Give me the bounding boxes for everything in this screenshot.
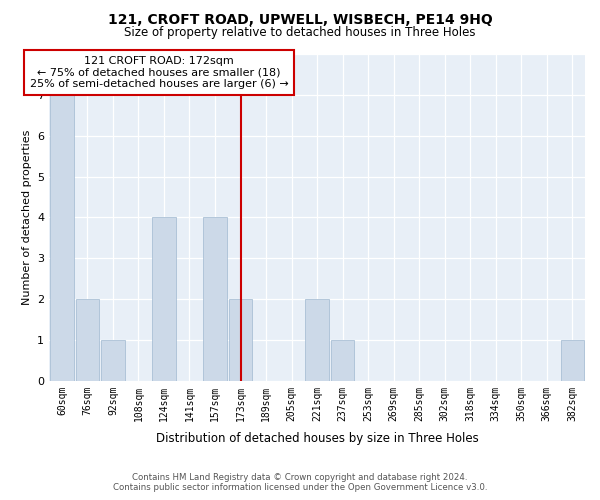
Y-axis label: Number of detached properties: Number of detached properties [22, 130, 32, 305]
Text: Size of property relative to detached houses in Three Holes: Size of property relative to detached ho… [124, 26, 476, 39]
Text: Contains HM Land Registry data © Crown copyright and database right 2024.
Contai: Contains HM Land Registry data © Crown c… [113, 473, 487, 492]
Bar [76, 299, 99, 381]
X-axis label: Distribution of detached houses by size in Three Holes: Distribution of detached houses by size … [156, 432, 478, 445]
Bar [50, 95, 74, 381]
Bar [305, 299, 329, 381]
Bar [101, 340, 125, 381]
Text: 121 CROFT ROAD: 172sqm
← 75% of detached houses are smaller (18)
25% of semi-det: 121 CROFT ROAD: 172sqm ← 75% of detached… [29, 56, 288, 89]
Bar [331, 340, 355, 381]
Bar [203, 218, 227, 381]
Bar [560, 340, 584, 381]
Bar [152, 218, 176, 381]
Bar [229, 299, 252, 381]
Text: 121, CROFT ROAD, UPWELL, WISBECH, PE14 9HQ: 121, CROFT ROAD, UPWELL, WISBECH, PE14 9… [107, 12, 493, 26]
